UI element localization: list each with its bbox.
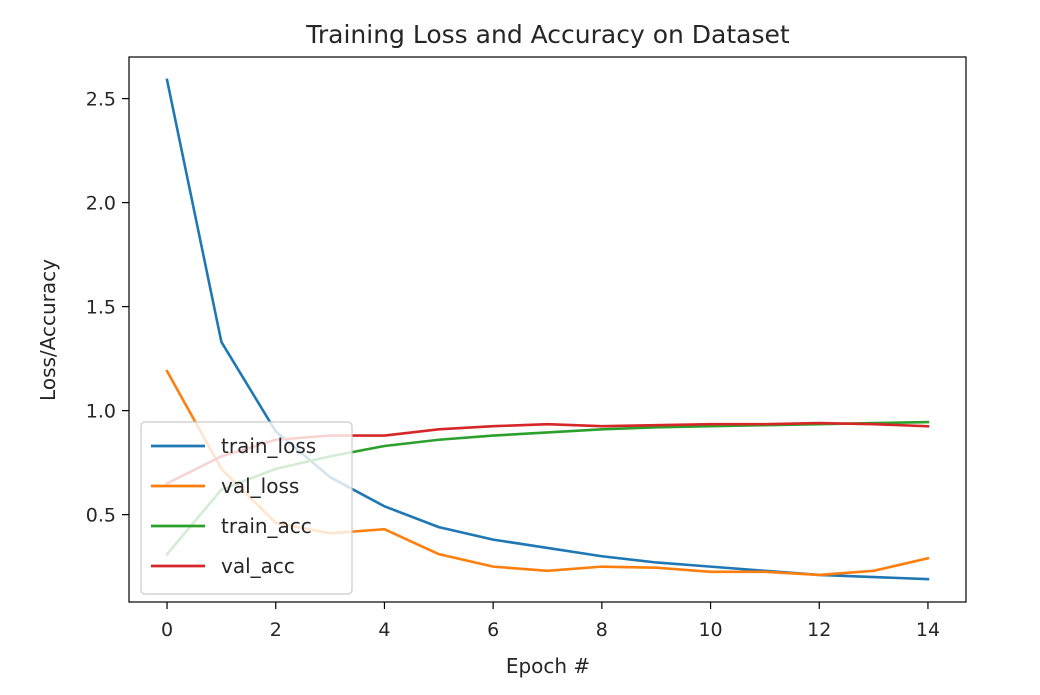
y-axis: 0.5 1.0 1.5 2.0 2.5	[86, 89, 129, 527]
x-tick-label: 12	[807, 619, 831, 641]
y-tick-label: 1.0	[86, 401, 116, 423]
x-tick-label: 2	[270, 619, 282, 641]
legend-label-val_acc: val_acc	[221, 554, 295, 578]
legend-label-val_loss: val_loss	[221, 474, 299, 498]
legend-label-train_loss: train_loss	[221, 434, 316, 458]
y-tick-label: 2.0	[86, 193, 116, 215]
x-tick-label: 10	[698, 619, 722, 641]
legend-box	[140, 421, 353, 595]
x-axis: 0 2 4 6 8 10 12 14	[161, 602, 940, 641]
x-tick-label: 6	[487, 619, 499, 641]
plot-frame	[128, 56, 967, 603]
y-tick-label: 1.5	[86, 297, 116, 319]
chart-title: Training Loss and Accuracy on Dataset	[305, 20, 790, 49]
y-tick-label: 2.5	[86, 89, 116, 111]
legend-label-train_acc: train_acc	[221, 514, 312, 538]
x-tick-label: 0	[161, 619, 173, 641]
y-axis-title: Loss/Accuracy	[36, 259, 60, 401]
x-tick-label: 8	[596, 619, 608, 641]
x-axis-title: Epoch #	[506, 654, 590, 678]
x-tick-label: 4	[378, 619, 390, 641]
legend: train_loss val_loss train_acc val_acc	[140, 421, 353, 595]
x-tick-label: 14	[916, 619, 940, 641]
y-tick-label: 0.5	[86, 505, 116, 527]
